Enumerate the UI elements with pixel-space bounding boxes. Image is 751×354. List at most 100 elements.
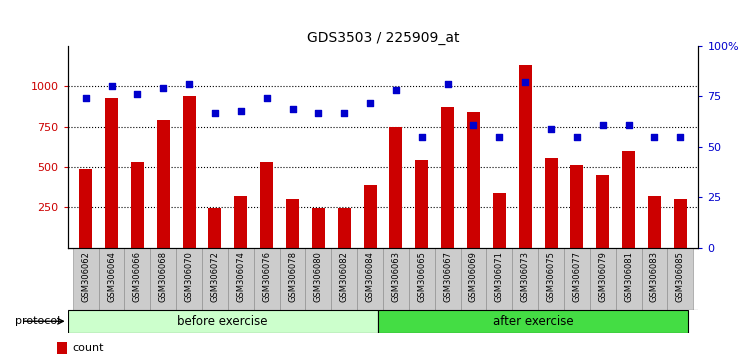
Bar bbox=[668, 248, 693, 310]
Point bbox=[364, 100, 376, 105]
Bar bbox=[571, 165, 584, 248]
Bar bbox=[409, 248, 435, 310]
Bar bbox=[202, 248, 228, 310]
Text: GSM306076: GSM306076 bbox=[262, 251, 271, 302]
Text: after exercise: after exercise bbox=[493, 315, 573, 328]
Bar bbox=[622, 151, 635, 248]
Point bbox=[390, 87, 402, 93]
Bar bbox=[357, 248, 383, 310]
Point bbox=[648, 134, 660, 140]
Bar bbox=[254, 248, 279, 310]
Point bbox=[674, 134, 686, 140]
Bar bbox=[564, 248, 590, 310]
Text: GSM306069: GSM306069 bbox=[469, 251, 478, 302]
Point bbox=[571, 134, 583, 140]
Bar bbox=[260, 162, 273, 248]
Bar bbox=[467, 112, 480, 248]
Text: GSM306084: GSM306084 bbox=[366, 251, 375, 302]
Bar bbox=[157, 120, 170, 248]
Bar bbox=[68, 310, 378, 333]
Text: GSM306074: GSM306074 bbox=[237, 251, 246, 302]
Text: GSM306081: GSM306081 bbox=[624, 251, 633, 302]
Text: GSM306067: GSM306067 bbox=[443, 251, 452, 302]
Point bbox=[467, 122, 479, 127]
Text: GSM306079: GSM306079 bbox=[599, 251, 608, 302]
Point bbox=[416, 134, 428, 140]
Title: GDS3503 / 225909_at: GDS3503 / 225909_at bbox=[306, 31, 460, 45]
Text: GSM306075: GSM306075 bbox=[547, 251, 556, 302]
Bar bbox=[98, 248, 125, 310]
Point bbox=[80, 96, 92, 101]
Text: GSM306064: GSM306064 bbox=[107, 251, 116, 302]
Text: count: count bbox=[72, 343, 104, 353]
Text: GSM306070: GSM306070 bbox=[185, 251, 194, 302]
Bar bbox=[306, 248, 331, 310]
Point bbox=[209, 110, 221, 115]
Text: GSM306077: GSM306077 bbox=[572, 251, 581, 302]
Bar bbox=[279, 248, 306, 310]
Bar bbox=[131, 162, 144, 248]
Text: before exercise: before exercise bbox=[177, 315, 268, 328]
Bar bbox=[641, 248, 668, 310]
Text: GSM306065: GSM306065 bbox=[418, 251, 427, 302]
Point bbox=[106, 84, 118, 89]
Text: GSM306073: GSM306073 bbox=[520, 251, 529, 302]
Bar bbox=[79, 169, 92, 248]
Point bbox=[235, 108, 247, 113]
Bar bbox=[286, 199, 299, 248]
Bar bbox=[544, 158, 557, 248]
Bar bbox=[590, 248, 616, 310]
Point bbox=[338, 110, 350, 115]
Bar bbox=[487, 248, 512, 310]
Bar bbox=[234, 196, 247, 248]
Bar bbox=[363, 185, 376, 248]
Bar bbox=[383, 248, 409, 310]
Point bbox=[183, 81, 195, 87]
Bar bbox=[415, 160, 428, 248]
Bar bbox=[435, 248, 460, 310]
Bar bbox=[616, 248, 641, 310]
Text: protocol: protocol bbox=[15, 316, 60, 326]
Text: GSM306072: GSM306072 bbox=[210, 251, 219, 302]
Point bbox=[442, 81, 454, 87]
Bar bbox=[674, 199, 687, 248]
Bar bbox=[73, 248, 98, 310]
Text: GSM306078: GSM306078 bbox=[288, 251, 297, 302]
Bar bbox=[512, 248, 538, 310]
Bar bbox=[312, 208, 325, 248]
Bar bbox=[493, 193, 506, 248]
Bar bbox=[378, 310, 688, 333]
Point bbox=[287, 106, 299, 112]
Text: GSM306066: GSM306066 bbox=[133, 251, 142, 302]
Point bbox=[157, 86, 169, 91]
Bar bbox=[538, 248, 564, 310]
Bar bbox=[182, 96, 195, 248]
Bar bbox=[338, 208, 351, 248]
Bar bbox=[105, 98, 118, 248]
Point bbox=[545, 126, 557, 132]
Text: GSM306063: GSM306063 bbox=[391, 251, 400, 302]
Bar bbox=[176, 248, 202, 310]
Point bbox=[519, 80, 531, 85]
Bar bbox=[390, 127, 403, 248]
Bar bbox=[460, 248, 487, 310]
Bar bbox=[648, 196, 661, 248]
Bar bbox=[519, 65, 532, 248]
Text: GSM306080: GSM306080 bbox=[314, 251, 323, 302]
Bar bbox=[441, 107, 454, 248]
Text: GSM306085: GSM306085 bbox=[676, 251, 685, 302]
Point bbox=[312, 110, 324, 115]
Bar bbox=[150, 248, 176, 310]
Text: GSM306071: GSM306071 bbox=[495, 251, 504, 302]
Point bbox=[597, 122, 609, 127]
Point bbox=[623, 122, 635, 127]
Point bbox=[131, 92, 143, 97]
Point bbox=[493, 134, 505, 140]
Text: GSM306083: GSM306083 bbox=[650, 251, 659, 302]
Text: GSM306082: GSM306082 bbox=[339, 251, 348, 302]
Bar bbox=[228, 248, 254, 310]
Bar bbox=[209, 208, 222, 248]
Bar bbox=[331, 248, 357, 310]
Point bbox=[261, 96, 273, 101]
Text: GSM306062: GSM306062 bbox=[81, 251, 90, 302]
